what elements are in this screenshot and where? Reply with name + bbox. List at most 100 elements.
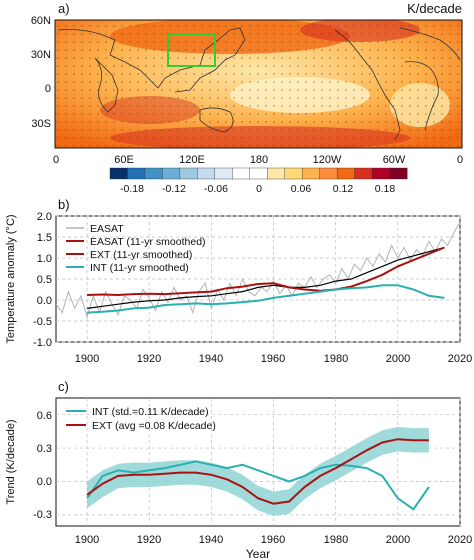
x-tick-label: 2000 xyxy=(386,534,410,546)
x-tick-label: 1900 xyxy=(75,353,99,365)
x-tick-label: 1900 xyxy=(75,534,99,546)
y-tick-label: -0.3 xyxy=(33,509,52,521)
panel-c-x-label: Year xyxy=(246,547,270,560)
colorbar-tick-label: -0.06 xyxy=(204,183,228,195)
colorbar-swatch xyxy=(319,167,338,180)
x-tick-label: 1960 xyxy=(261,534,285,546)
lon-tick-label: 60W xyxy=(383,154,406,166)
y-tick-label: 0.6 xyxy=(37,410,52,422)
legend-label: EXT (avg =0.08 K/decade) xyxy=(92,420,216,432)
colorbar-swatch xyxy=(284,167,303,180)
series-int-line xyxy=(86,460,430,511)
colorbar-swatch xyxy=(179,167,198,180)
legend-label: EXT (11-yr smoothed) xyxy=(90,249,192,261)
x-tick-label: 2020 xyxy=(448,534,472,546)
legend-label: EASAT (11-yr smoothed) xyxy=(90,236,206,248)
panel-b-label: b) xyxy=(58,197,70,212)
colorbar-swatch xyxy=(249,167,268,180)
colorbar-swatch xyxy=(389,167,408,180)
colorbar-swatch xyxy=(162,167,181,180)
colorbar-tick-label: -0.18 xyxy=(120,183,144,195)
x-tick-label: 2020 xyxy=(448,353,472,365)
panel-b: b) 2.0 1.5 1.0 0.5 0.0 -0.5 -1.0 1900 19… xyxy=(5,197,472,365)
y-tick-label: -1.0 xyxy=(33,337,52,349)
x-tick-label: 1960 xyxy=(261,353,285,365)
colorbar-swatch xyxy=(197,167,216,180)
panel-b-x-ticks: 1900 1920 1940 1960 1980 2000 2020 xyxy=(75,353,472,365)
series-easat-smoothed-line xyxy=(87,246,445,297)
units-label: K/decade xyxy=(407,1,462,16)
colorbar-tick-label: 0.12 xyxy=(333,183,354,195)
panel-b-y-label: Temperature anomaly (°C) xyxy=(5,214,17,343)
panel-c-frame xyxy=(55,397,461,527)
panel-c-y-label: Trend (K/decade) xyxy=(5,419,17,504)
lon-tick-label: 0 xyxy=(53,154,59,166)
series-ext-line xyxy=(86,438,429,505)
lon-tick-label: 120W xyxy=(313,154,342,166)
stippling xyxy=(55,20,462,148)
y-tick-label: -0.5 xyxy=(33,316,52,328)
colorbar-swatch xyxy=(336,167,356,180)
colorbar-swatch xyxy=(267,167,286,180)
panel-c-x-ticks: 1900 1920 1940 1960 1980 2000 2020 xyxy=(75,534,472,546)
lat-ticks: 60N 30N 0 30S xyxy=(31,15,51,130)
panel-a: a) K/decade 60N 30N xyxy=(31,1,463,195)
x-tick-label: 1980 xyxy=(324,353,348,365)
panel-c-label: c) xyxy=(58,379,69,394)
lat-tick-label: 60N xyxy=(31,15,51,27)
panel-c: c) 0.6 0.3 0.0 -0.3 1900 1920 1940 1960 … xyxy=(5,379,472,560)
colorbar-swatch xyxy=(144,167,163,180)
colorbar-swatch xyxy=(232,167,251,180)
y-tick-label: 0.0 xyxy=(37,295,52,307)
colorbar-swatch xyxy=(127,167,146,180)
panel-c-lines xyxy=(86,426,430,516)
colorbar-swatch xyxy=(301,167,321,180)
panel-c-y-ticks: 0.6 0.3 0.0 -0.3 xyxy=(33,410,52,521)
colorbar-swatch xyxy=(214,167,233,180)
colorbar-swatch xyxy=(109,167,128,180)
colorbar-tick-label: 0.18 xyxy=(375,183,396,195)
legend-label: INT (11-yr smoothed) xyxy=(90,262,189,274)
x-tick-label: 1940 xyxy=(199,353,223,365)
panel-b-y-ticks: 2.0 1.5 1.0 0.5 0.0 -0.5 -1.0 xyxy=(33,211,52,349)
lon-tick-label: 180 xyxy=(250,154,268,166)
map-area xyxy=(55,20,462,148)
series-easat-line xyxy=(56,222,460,319)
legend-label: EASAT xyxy=(90,223,124,235)
y-tick-label: 2.0 xyxy=(37,211,52,223)
colorbar-swatch xyxy=(354,167,373,180)
x-tick-label: 2000 xyxy=(386,353,410,365)
lon-tick-label: 0 xyxy=(457,154,463,166)
x-tick-label: 1980 xyxy=(324,534,348,546)
x-tick-label: 1920 xyxy=(137,353,161,365)
x-tick-label: 1940 xyxy=(199,534,223,546)
lat-tick-label: 30S xyxy=(31,118,51,130)
lon-ticks: 0 60E 120E 180 120W 60W 0 xyxy=(53,154,463,166)
map-frame xyxy=(54,19,463,149)
panel-a-label: a) xyxy=(58,1,70,16)
colorbar-tick-label: -0.12 xyxy=(162,183,186,195)
legend-label: INT (std.=0.11 K/decade) xyxy=(92,406,209,418)
panel-b-lines xyxy=(56,222,460,319)
lon-tick-label: 60E xyxy=(114,154,134,166)
y-tick-label: 0.5 xyxy=(37,274,52,286)
x-tick-label: 1920 xyxy=(137,534,161,546)
y-tick-label: 0.0 xyxy=(37,476,52,488)
colorbar xyxy=(109,167,408,180)
colorbar-ticks: -0.18 -0.12 -0.06 0 0.06 0.12 0.18 xyxy=(120,183,395,195)
panel-b-legend: EASAT EASAT (11-yr smoothed) EXT (11-yr … xyxy=(66,223,206,274)
series-black-line xyxy=(87,246,445,309)
y-tick-label: 1.0 xyxy=(37,253,52,265)
east-asia-box xyxy=(167,33,216,67)
lat-tick-label: 30N xyxy=(31,49,51,61)
series-int-smoothed-line xyxy=(87,284,445,314)
colorbar-tick-label: 0.06 xyxy=(291,183,312,195)
panel-b-grid xyxy=(56,215,461,343)
lat-tick-label: 0 xyxy=(45,83,51,95)
panel-c-legend: INT (std.=0.11 K/decade) EXT (avg =0.08 … xyxy=(66,406,216,432)
lon-tick-label: 120E xyxy=(179,154,205,166)
colorbar-tick-label: 0 xyxy=(256,183,262,195)
y-tick-label: 1.5 xyxy=(37,232,52,244)
colorbar-swatch xyxy=(371,167,391,180)
